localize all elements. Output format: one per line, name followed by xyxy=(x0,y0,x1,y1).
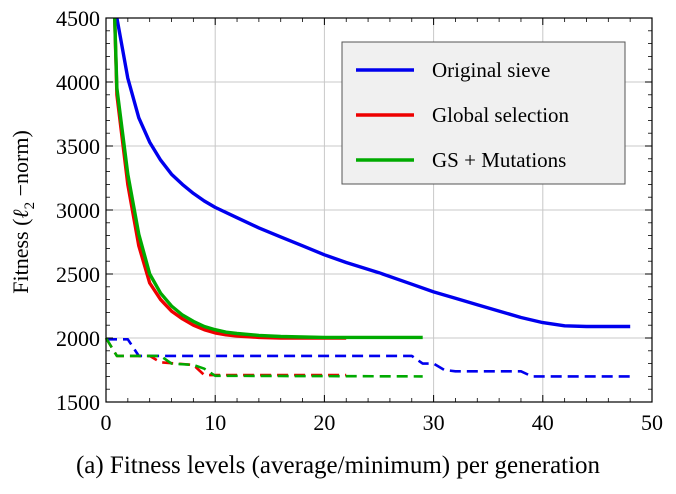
y-axis-label-prefix: Fitness ( xyxy=(8,219,33,294)
legend-entry-label: Global selection xyxy=(432,103,570,127)
y-axis-label-sub: 2 xyxy=(22,202,38,210)
x-tick-label: 0 xyxy=(101,410,112,435)
y-tick-label: 1500 xyxy=(56,390,100,415)
series-line-avg-2 xyxy=(113,17,423,340)
y-tick-label: 2000 xyxy=(56,326,100,351)
legend-entry-label: GS + Mutations xyxy=(432,148,566,172)
y-tick-label: 2500 xyxy=(56,262,100,287)
x-tick-label: 40 xyxy=(532,410,554,435)
y-tick-label: 4000 xyxy=(56,70,100,95)
y-axis-label-ell: ℓ xyxy=(8,209,33,219)
series-line-avg-0 xyxy=(115,17,631,329)
series-line-avg-1 xyxy=(113,17,347,340)
legend: Original sieve Global selection GS + Mutat… xyxy=(341,41,626,185)
y-tick-label: 3000 xyxy=(56,198,100,223)
y-axis-label-suffix: −norm) xyxy=(8,130,33,202)
x-tick-label: 50 xyxy=(641,410,663,435)
series-line-min-5 xyxy=(104,337,423,378)
series-layer xyxy=(104,17,631,378)
ticks: 0 10 20 30 40 50 1500 2000 2500 3000 3500 4000 4500 xyxy=(56,6,663,435)
legend-entry-label: Original sieve xyxy=(432,58,550,82)
x-tick-label: 30 xyxy=(423,410,445,435)
x-tick-label: 20 xyxy=(313,410,335,435)
x-tick-label: 10 xyxy=(204,410,226,435)
y-axis-label: Fitness (ℓ2 −norm) xyxy=(8,130,38,294)
figure-caption: (a) Fitness levels (average/minimum) per… xyxy=(75,452,601,479)
plot-frame xyxy=(105,17,653,403)
y-tick-label: 4500 xyxy=(56,6,100,31)
y-tick-label: 3500 xyxy=(56,134,100,159)
series-line-min-3 xyxy=(106,337,631,378)
